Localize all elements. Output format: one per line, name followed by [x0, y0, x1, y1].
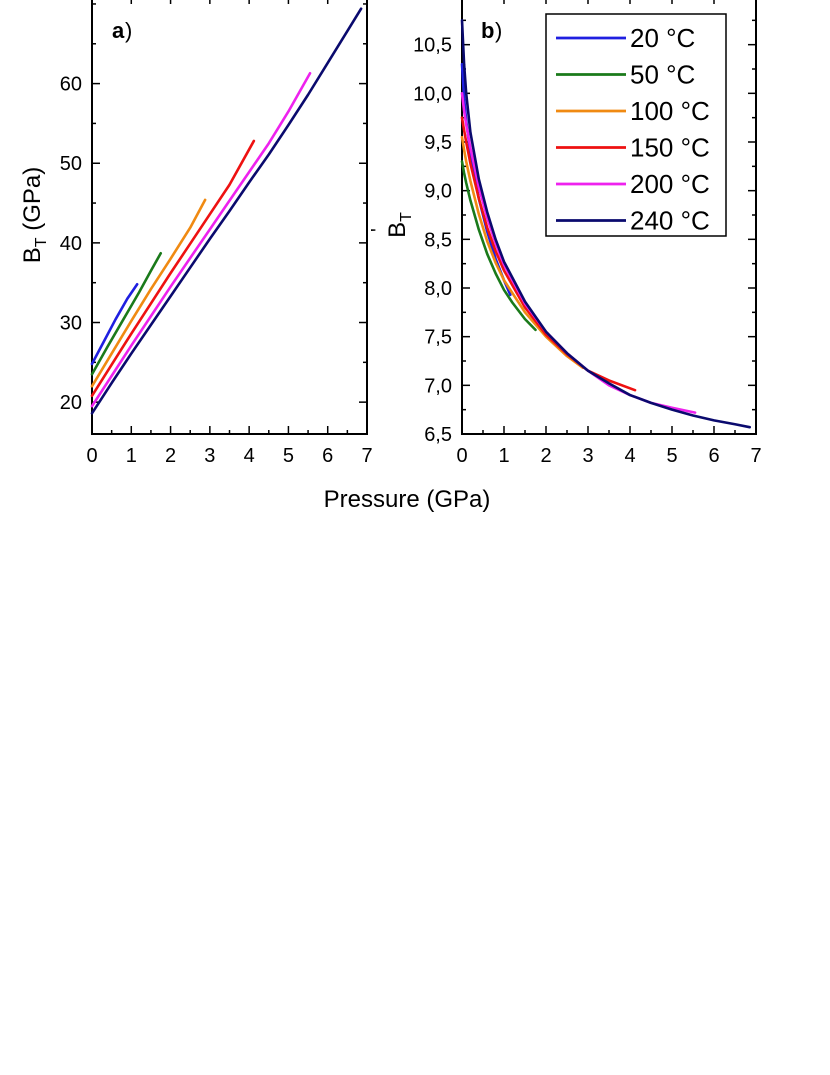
panel-b-series-line	[460, 19, 752, 429]
panel-b: b ) 0 1 2 3 4 5 6 7 6,5 7,0 7,5 8,0 8,5 9,0 9,5 10,0 10,…	[368, 0, 762, 467]
panel-b-xtick-label: 7	[750, 445, 761, 467]
legend-box	[545, 13, 727, 237]
legend-label: 240 °C	[630, 206, 710, 236]
panel-b-ytick-label: 9,5	[424, 132, 452, 154]
panel-a-ticks: 0 1 2 3 4 5 6 7 20 30 40 50 60	[60, 0, 373, 467]
panel-b-ylabel-sub: T	[398, 212, 415, 222]
legend: 20 °C 50 °C 100 °C 150 °C 200 °C 240 °C	[545, 13, 727, 237]
panel-b-ytick-label: 8,5	[424, 229, 452, 251]
panel-a-ylabel-sub: T	[33, 237, 50, 247]
panel-a-series-line	[90, 198, 207, 388]
panel-a-xtick-label: 3	[204, 445, 215, 467]
panel-a-xtick-label: 1	[126, 445, 137, 467]
panel-a-xtick-label: 4	[244, 445, 255, 467]
legend-label: 150 °C	[630, 133, 710, 163]
legend-label: 100 °C	[630, 96, 710, 126]
panel-b-ytick-label: 9,0	[424, 181, 452, 203]
panel-b-ytick-label: 10,5	[413, 35, 452, 57]
panel-b-series-line	[460, 135, 585, 370]
legend-label: 20 °C	[630, 23, 695, 53]
panel-b-ytick-label: 10,0	[413, 83, 452, 105]
panel-a-label-paren: )	[125, 18, 132, 43]
panel-b-xtick-label: 2	[540, 445, 551, 467]
panel-a-ytick-label: 30	[60, 313, 82, 335]
panel-a-ytick-label: 60	[60, 74, 82, 96]
panel-b-xtick-label: 5	[666, 445, 677, 467]
panel-a-label: a	[112, 18, 125, 43]
panel-a-ytick-label: 40	[60, 233, 82, 255]
x-axis-title: Pressure (GPa)	[324, 486, 491, 513]
panel-b-ticks: 0 1 2 3 4 5 6 7 6,5 7,0 7,5 8,0 8,5 9,0 9,5 10,0 10,5	[413, 0, 762, 467]
panel-a-xtick-label: 2	[165, 445, 176, 467]
panel-b-ytick-label: 6,5	[424, 424, 452, 446]
panel-b-label: b	[481, 18, 494, 43]
panel-a-series-line	[90, 282, 139, 366]
panel-a-ylabel: B	[19, 247, 46, 263]
panel-b-label-paren: )	[495, 18, 502, 43]
legend-label: 50 °C	[630, 60, 695, 90]
panel-b-y-axis-title: BT '	[368, 212, 415, 238]
panel-b-ytick-label: 7,5	[424, 327, 452, 349]
panel-a-ylabel-unit: (GPa)	[19, 167, 46, 238]
panel-b-ytick-label: 7,0	[424, 375, 452, 397]
panel-b-series-line	[460, 160, 537, 332]
panel-a-ytick-label: 50	[60, 153, 82, 175]
panel-a-series-line	[90, 139, 256, 398]
panel-b-ytick-label: 8,0	[424, 278, 452, 300]
panel-a-series-line	[90, 7, 363, 415]
svg-text:BT: BT	[384, 212, 415, 238]
panel-b-xtick-label: 6	[708, 445, 719, 467]
panel-b-series	[460, 19, 752, 429]
panel-b-ylabel: B	[384, 222, 411, 238]
panel-a-series-line	[90, 71, 312, 408]
panel-a-xtick-label: 5	[283, 445, 294, 467]
panel-a-series-line	[90, 251, 163, 376]
panel-a-y-axis-title: BT (GPa)	[19, 167, 50, 263]
panel-b-xtick-label: 4	[624, 445, 635, 467]
legend-label: 200 °C	[630, 169, 710, 199]
panel-b-xtick-label: 0	[456, 445, 467, 467]
panel-a-series	[90, 7, 363, 415]
panel-b-xtick-label: 1	[498, 445, 509, 467]
panel-b-ylabel-prime: '	[368, 228, 390, 232]
panel-a-xtick-label: 6	[322, 445, 333, 467]
panel-a-xtick-label: 7	[361, 445, 372, 467]
panel-a-ytick-label: 20	[60, 392, 82, 414]
panel-a: a ) 0 1 2 3 4 5 6 7 20 30 40 50 60 BT (GPa)	[19, 0, 373, 467]
panel-a-xtick-label: 0	[86, 445, 97, 467]
legend-items: 20 °C 50 °C 100 °C 150 °C 200 °C 240 °C	[556, 23, 710, 236]
svg-text:BT (GPa): BT (GPa)	[19, 167, 50, 263]
panel-b-xtick-label: 3	[582, 445, 593, 467]
